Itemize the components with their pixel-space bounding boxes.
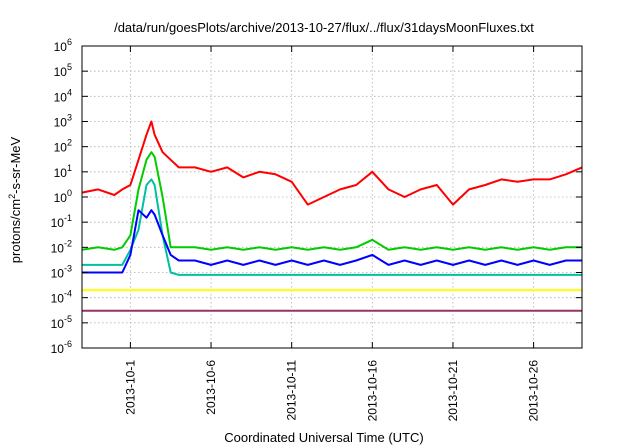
x-tick-label: 2013-10-6 (204, 360, 218, 415)
y-tick-label: 104 (54, 87, 72, 104)
y-axis-title-superscript: 2 (7, 194, 17, 199)
y-tick-label: 10-2 (51, 238, 72, 255)
y-tick-label: 105 (54, 62, 72, 79)
x-axis-title: Coordinated Universal Time (UTC) (224, 430, 423, 445)
plot-area (81, 120, 583, 312)
y-tick-label: 103 (54, 113, 72, 130)
series-line-3 (82, 178, 582, 276)
y-tick-label: 101 (54, 163, 72, 180)
y-axis-title: protons/cm2-s-sr-MeV (7, 136, 23, 263)
x-tick-label: 2013-10-26 (527, 360, 541, 422)
y-tick-label: 10-3 (51, 264, 72, 281)
y-tick-label: 102 (54, 138, 72, 155)
y-tick-label: 10-5 (51, 314, 72, 331)
x-tick-label: 2013-10-21 (446, 360, 460, 422)
y-tick-label: 106 (54, 37, 72, 54)
x-tick-label: 2013-10-11 (285, 360, 299, 421)
x-tick-label: 2013-10-1 (123, 360, 137, 415)
series-line-2 (81, 151, 582, 251)
y-tick-label: 10-4 (51, 289, 72, 306)
chart-title: /data/run/goesPlots/archive/2013-10-27/f… (114, 20, 534, 35)
series-line-1 (81, 120, 583, 206)
y-tick-label: 100 (54, 188, 72, 205)
y-axis-title-part-2: -s-sr-MeV (8, 136, 23, 193)
x-tick-label: 2013-10-16 (365, 360, 379, 422)
x-axis-ticks: 2013-10-1 2013-10-6 2013-10-11 2013-10-16 20… (123, 46, 541, 422)
series-line-4 (82, 209, 582, 274)
y-tick-label: 10-6 (51, 339, 72, 356)
y-axis-ticks: 10-6 10-5 10-4 10-3 10-2 10-1 100 101 102 103 104 1… (51, 37, 582, 356)
y-axis-title-part-1: protons/cm (8, 199, 23, 263)
y-tick-label: 10-1 (51, 213, 72, 230)
